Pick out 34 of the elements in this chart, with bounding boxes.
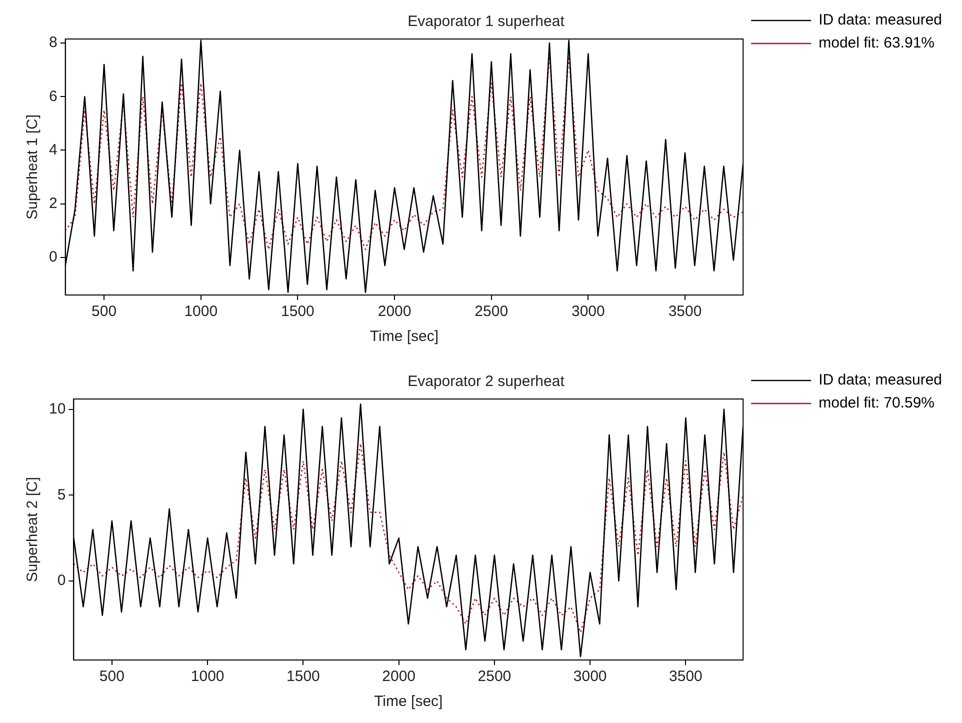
x-tick-label: 1500 (286, 668, 320, 686)
x-tick-label: 3000 (572, 303, 605, 320)
y-tick-label: 2 (49, 195, 58, 212)
chart-title: Evaporator 2 superheat (408, 373, 566, 390)
legend-label: model fit: 70.59% (818, 394, 935, 412)
x-axis-title: Time [sec] (374, 693, 443, 710)
y-tick-label: 5 (57, 486, 66, 504)
y-tick-label: 6 (49, 88, 58, 105)
y-tick-label: 0 (49, 248, 58, 266)
x-tick-label: 3000 (573, 668, 607, 686)
legend-label: ID data; measured (818, 372, 942, 389)
line-series (65, 56, 744, 250)
x-tick-label: 3500 (668, 303, 702, 320)
y-axis-title: Superheat 1 [C] (24, 114, 42, 220)
x-tick-label: 500 (92, 303, 117, 320)
y-tick-label: 10 (48, 400, 66, 418)
x-tick-label: 500 (99, 668, 124, 686)
y-tick-label: 8 (49, 34, 58, 52)
line-series (74, 442, 744, 634)
x-tick-label: 1500 (281, 303, 314, 320)
x-tick-label: 2500 (474, 303, 508, 320)
x-tick-label: 3500 (669, 668, 702, 686)
x-tick-label: 2500 (478, 668, 512, 686)
x-tick-label: 2000 (382, 668, 416, 686)
x-tick-label: 2000 (378, 303, 412, 320)
chart-title: Evaporator 1 superheat (408, 13, 566, 30)
x-tick-label: 1000 (190, 668, 224, 686)
legend-label: ID data: measured (818, 12, 942, 29)
y-tick-label: 0 (57, 572, 66, 590)
x-tick-label: 1000 (184, 303, 218, 320)
x-axis-title: Time [sec] (370, 328, 439, 346)
y-axis-title: Superheat 2 [C] (24, 476, 42, 582)
legend-label: model fit: 63.91% (818, 34, 935, 52)
y-tick-label: 4 (49, 141, 58, 158)
